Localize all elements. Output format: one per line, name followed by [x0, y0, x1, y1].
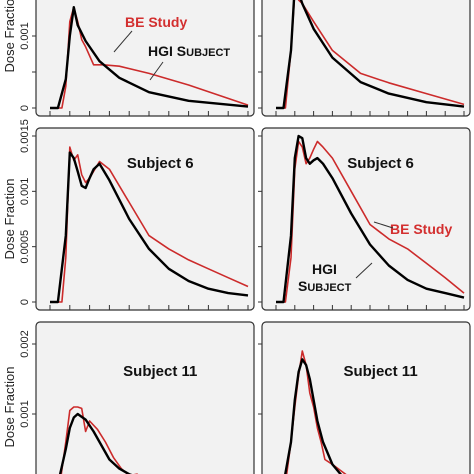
y-axis-label: Dose Fraction [2, 179, 17, 260]
hgi-subject-callout: HGI SUBJECT [148, 43, 230, 59]
hgi-subject-line [276, 134, 465, 304]
be-study-callout-right: BE Study [390, 221, 452, 237]
hgi-subject-pointer [149, 61, 164, 81]
panel-title: Subject 6 [347, 155, 414, 172]
hgi-subject-line [58, 412, 133, 474]
be-study-pointer [113, 30, 133, 53]
be-study-pointer-right [373, 221, 394, 229]
hgi-label-line1: HGI [312, 261, 337, 277]
y-axis-label: Dose Fraction [2, 0, 17, 72]
plot-area [261, 321, 471, 474]
y-tick-label: 0.0015 [19, 119, 31, 153]
panel-middle-right: Subject 6 [258, 127, 471, 311]
plot-area [35, 0, 255, 117]
y-tick-label: 0.0005 [19, 230, 31, 264]
y-tick-label: 0.001 [19, 400, 31, 428]
plot-area [35, 321, 255, 474]
hgi-subject-line [284, 358, 343, 474]
panel-title: Subject 11 [343, 363, 417, 380]
y-tick-label: 0 [19, 299, 31, 305]
hgi-subject-line [50, 6, 249, 110]
y-tick-label: 0.001 [19, 22, 31, 50]
hgi-label: HGI SUBJECT [148, 43, 230, 59]
y-tick-label: 0 [19, 105, 31, 111]
panel-top-right [258, 0, 471, 117]
panel-bottom-right: Subject 11 [258, 321, 471, 474]
y-axis-label: Dose Fraction [2, 367, 17, 448]
panel-title: Subject 6 [127, 155, 194, 172]
hgi-subject-line [50, 151, 249, 304]
hgi-label-line2: SUBJECT [298, 278, 352, 294]
panel-middle-left: 0 0.0005 0.001 0.0015 Subject 6 Dose Fraction [2, 119, 255, 311]
panel-bottom-left: 0.001 0.002 Subject 11 Dose Fraction [2, 321, 255, 474]
panel-title: Subject 11 [123, 363, 197, 380]
be-study-callout: BE Study [125, 14, 187, 30]
y-tick-label: 0.001 [19, 178, 31, 206]
be-study-line [60, 406, 139, 474]
hgi-subject-pointer-right [355, 262, 373, 279]
y-tick-label: 0.002 [19, 330, 31, 358]
hgi-subject-line [276, 0, 465, 110]
